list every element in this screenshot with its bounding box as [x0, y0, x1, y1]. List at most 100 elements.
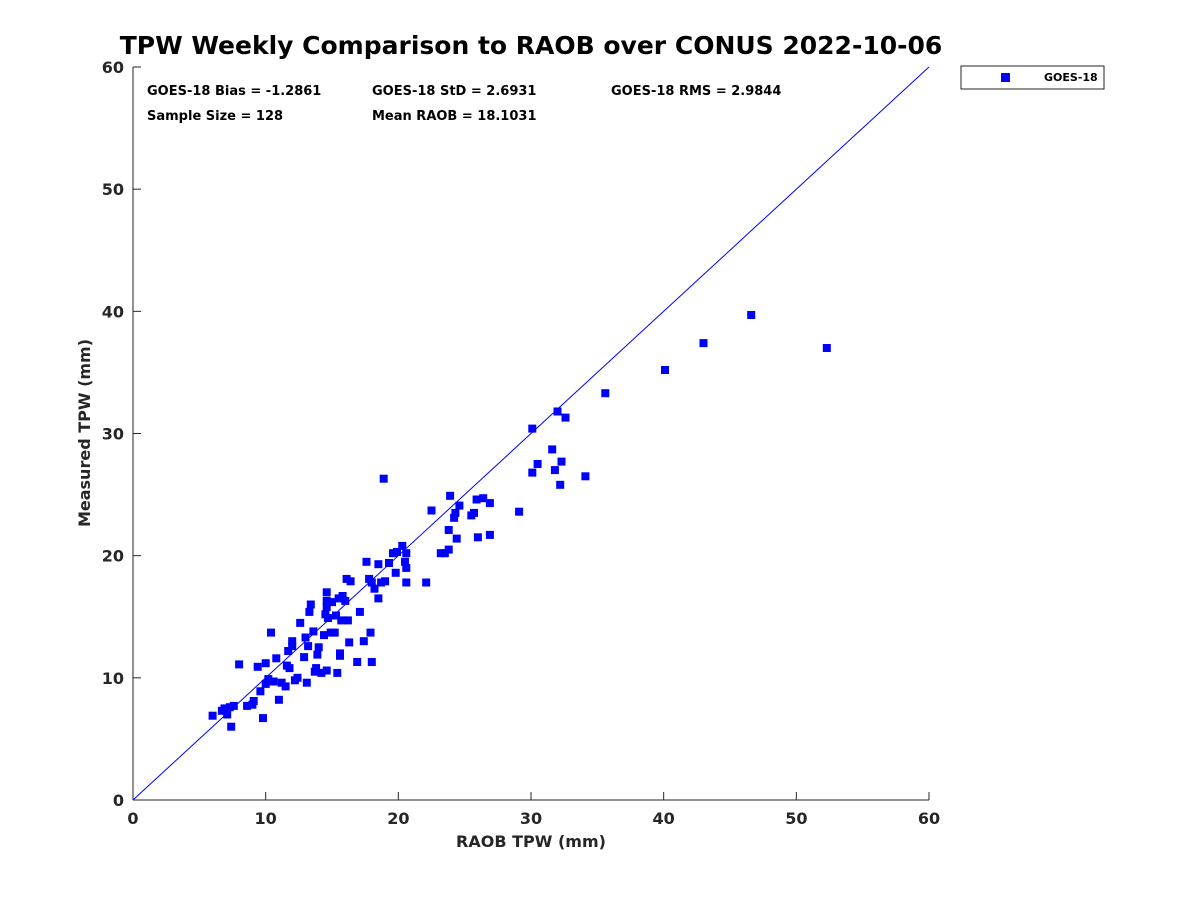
data-point [300, 653, 309, 662]
legend-box [960, 65, 1105, 90]
data-point [427, 506, 436, 515]
x-tick-label: 50 [785, 809, 807, 828]
data-point [699, 339, 708, 348]
data-point [324, 614, 332, 622]
data-point [391, 568, 400, 577]
data-point [332, 611, 340, 620]
chart-title: TPW Weekly Comparison to RAOB over CONUS… [120, 31, 943, 60]
data-point [285, 664, 294, 673]
data-point [223, 710, 232, 719]
y-axis-label: Measured TPW (mm) [75, 339, 94, 527]
stat-sample-size: Sample Size = 128 [147, 109, 283, 124]
data-points [208, 311, 831, 731]
data-point [333, 668, 342, 677]
data-point [402, 549, 411, 558]
y-tick-label: 0 [113, 791, 124, 810]
data-point [337, 616, 346, 625]
data-point [444, 526, 453, 534]
legend-entry-goes-18: GOES-18 [1044, 71, 1098, 84]
y-tick-label: 60 [102, 58, 124, 77]
data-point [304, 642, 313, 651]
data-point [370, 584, 379, 593]
data-point [528, 468, 537, 477]
data-point [322, 603, 331, 611]
data-point [314, 643, 323, 652]
x-tick-label: 60 [918, 809, 940, 828]
data-point [305, 607, 314, 616]
stats-annotations: GOES-18 Bias = -1.2861 GOES-18 StD = 2.6… [147, 84, 781, 124]
data-point [330, 628, 339, 637]
data-point [444, 545, 453, 554]
data-point [296, 618, 305, 627]
data-point [301, 633, 310, 642]
data-point [312, 664, 321, 673]
data-point [267, 628, 275, 637]
data-point [249, 697, 258, 705]
data-point [374, 594, 383, 603]
stat-bias: GOES-18 Bias = -1.2861 [147, 84, 321, 99]
data-point [422, 578, 431, 587]
data-point [336, 651, 344, 660]
x-tick-label: 20 [387, 809, 409, 828]
data-point [822, 344, 831, 352]
data-point [288, 642, 297, 651]
data-point [661, 366, 669, 374]
data-point [293, 673, 302, 682]
data-point [341, 596, 350, 605]
y-tick-label: 30 [102, 425, 124, 444]
plot-area: 0 10 20 30 40 50 60 0 10 20 30 40 50 60 [102, 58, 940, 828]
data-point [446, 491, 455, 500]
data-point [253, 662, 262, 671]
data-point [379, 474, 388, 483]
data-point [353, 658, 362, 666]
data-point [472, 495, 481, 504]
data-point [359, 637, 368, 646]
data-point [346, 577, 355, 586]
data-point [581, 472, 590, 481]
data-point [367, 578, 376, 587]
x-tick-label: 10 [255, 809, 277, 828]
data-point [306, 600, 315, 609]
data-point [367, 658, 376, 666]
y-tick-label: 20 [102, 547, 124, 566]
data-point [451, 508, 460, 517]
data-point [261, 679, 270, 688]
data-point [227, 722, 236, 731]
data-point [259, 714, 267, 723]
data-point [281, 682, 290, 691]
data-point [309, 627, 318, 636]
data-point [470, 508, 478, 517]
stat-mean-raob: Mean RAOB = 18.1031 [372, 109, 537, 124]
data-point [479, 494, 488, 503]
x-tick-label: 40 [653, 809, 675, 828]
x-tick-label: 0 [127, 809, 138, 828]
data-point [473, 533, 482, 542]
data-point [317, 668, 326, 677]
data-point [256, 687, 265, 696]
data-point [561, 413, 570, 422]
x-axis-label: RAOB TPW (mm) [456, 832, 606, 851]
data-point [557, 457, 566, 466]
y-tick-label: 10 [102, 669, 124, 688]
data-point [302, 678, 311, 687]
data-point [528, 424, 537, 433]
data-point [328, 598, 336, 607]
data-point [274, 695, 283, 704]
stat-rms: GOES-18 RMS = 2.9844 [611, 84, 781, 99]
data-point [381, 577, 390, 586]
data-point [374, 560, 383, 569]
data-point [345, 638, 354, 647]
data-point [533, 460, 542, 468]
data-point [553, 407, 562, 416]
data-point [322, 666, 331, 675]
data-point [261, 659, 270, 668]
data-point [362, 557, 371, 566]
stat-std: GOES-18 StD = 2.6931 [372, 84, 536, 99]
data-point [402, 578, 411, 587]
data-point [398, 541, 407, 550]
data-point [343, 616, 352, 625]
data-point [393, 548, 401, 556]
x-tick-label: 30 [520, 809, 542, 828]
legend: GOES-18 [960, 65, 1105, 90]
